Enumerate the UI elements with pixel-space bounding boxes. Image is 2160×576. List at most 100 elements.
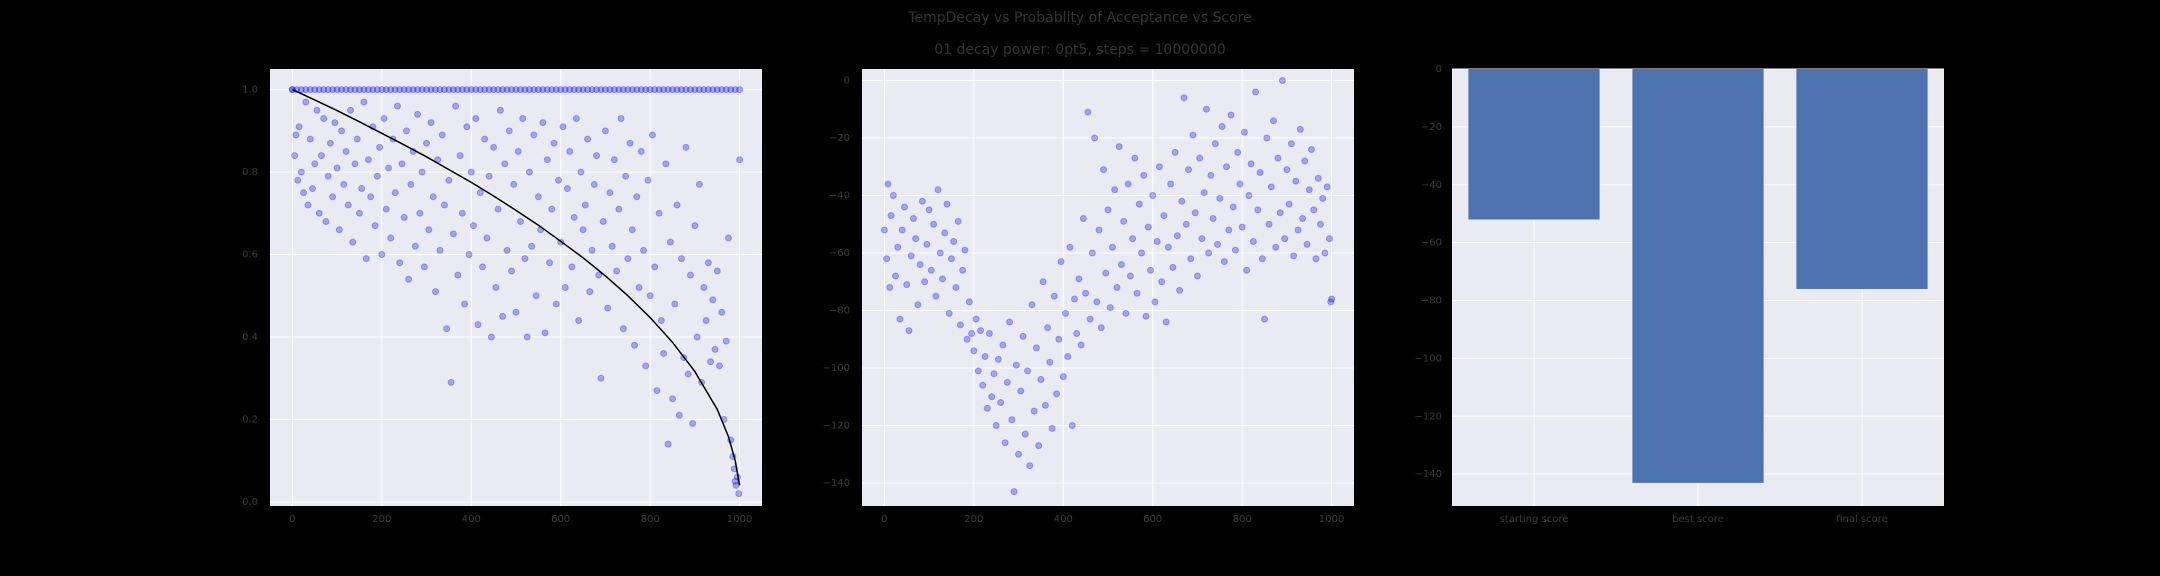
data-point [1046,358,1054,366]
data-point [1077,341,1085,349]
data-point [669,86,677,94]
data-point [429,193,437,201]
data-point [425,226,433,234]
data-point [1185,166,1193,174]
data-point [400,86,408,94]
data-point [1140,171,1148,179]
data-point [651,263,659,271]
data-point [508,267,516,275]
data-point [463,123,471,131]
data-point [941,229,949,237]
data-point [644,176,652,184]
data-point [1079,215,1087,222]
data-point [1240,128,1248,136]
data-point [619,86,627,94]
data-point [718,308,726,316]
data-point [1122,309,1130,317]
data-point [959,266,967,274]
data-point [988,393,996,401]
data-point [476,189,484,197]
data-point [624,86,632,94]
data-point [1113,284,1121,291]
data-point [961,246,969,254]
data-point [1086,315,1094,323]
data-point [324,86,332,94]
data-point [505,127,513,135]
data-point [736,86,744,94]
data-point [1169,263,1177,271]
data-point [711,345,719,353]
data-point [1296,125,1304,133]
data-point [588,246,596,254]
data-point [999,341,1007,349]
x-tick-label: 400 [1054,514,1073,525]
data-point [673,201,681,209]
data-point [499,86,507,94]
data-point [474,321,482,329]
data-point [707,358,715,366]
data-point [619,325,627,333]
data-point [1064,353,1072,360]
data-point [593,152,601,160]
data-point [593,86,601,94]
data-point [378,251,386,259]
data-point [387,234,395,242]
data-point [925,206,933,214]
data-point [1106,304,1114,312]
data-point [1267,183,1275,191]
data-point [1048,424,1056,432]
data-point [1149,192,1157,199]
data-point [1202,105,1210,113]
data-point [660,349,668,357]
data-point [963,335,971,343]
data-point [398,160,406,168]
data-point [391,189,399,197]
data-point [541,329,549,337]
data-point [519,114,527,122]
data-point [288,86,296,94]
x-tick-label: 800 [641,514,660,525]
data-point [615,86,623,94]
data-point [597,86,605,94]
data-point [945,309,953,317]
data-point [1088,249,1096,257]
data-point [1236,180,1244,188]
data-point [440,201,448,209]
data-point [704,86,712,94]
data-point [543,86,551,94]
data-point [414,86,422,94]
data-point [499,312,507,320]
data-point [418,168,426,176]
data-point [313,106,321,114]
data-point [606,86,614,94]
data-point [722,86,730,94]
data-point [896,315,904,323]
data-point [1073,330,1081,337]
data-point [575,316,583,324]
data-point [575,86,583,94]
data-point [342,147,350,155]
data-point [456,152,464,160]
data-point [716,362,724,370]
data-point [322,218,330,226]
data-point [642,362,650,370]
data-point [347,106,355,114]
y-tick-label: 0.0 [242,497,258,508]
data-point [1191,209,1199,217]
data-point [622,172,630,180]
data-point [1091,134,1099,142]
data-point [485,86,493,94]
data-point [476,86,484,94]
data-point [1015,450,1023,458]
data-point [427,119,435,127]
data-point [329,193,337,201]
data-point [628,86,636,94]
data-point [1327,298,1335,306]
data-point [291,152,299,160]
data-point [483,234,491,242]
data-point [660,86,668,94]
y-tick-label: −120 [823,421,850,432]
data-point [534,86,542,94]
data-point [624,255,632,263]
data-point [1312,255,1320,263]
